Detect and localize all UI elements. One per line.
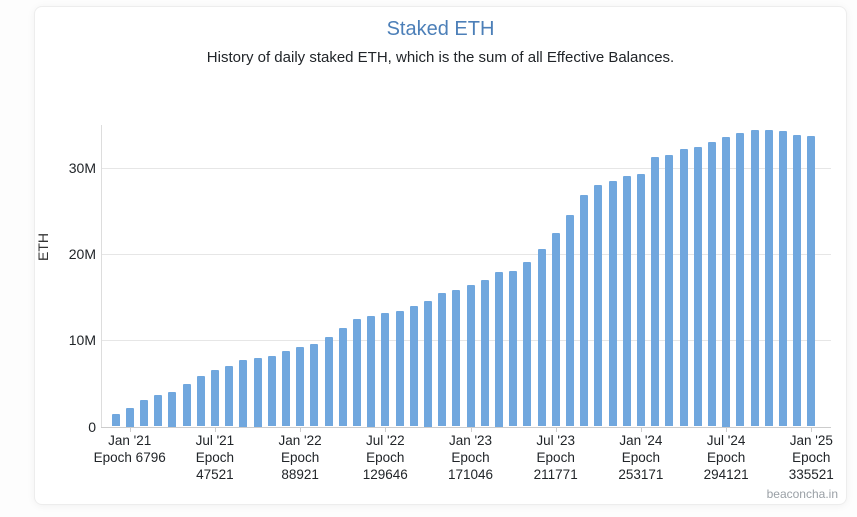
bar[interactable]: [296, 347, 305, 427]
bar[interactable]: [736, 133, 745, 427]
bar[interactable]: [693, 146, 702, 427]
bar[interactable]: [523, 261, 532, 427]
bar[interactable]: [210, 370, 219, 427]
watermark: beaconcha.in: [766, 487, 838, 501]
bar[interactable]: [594, 184, 603, 427]
chart-title: Staked ETH: [386, 18, 495, 40]
x-tick-mark: [214, 426, 216, 432]
bar[interactable]: [154, 395, 163, 427]
bar[interactable]: [580, 195, 589, 427]
bar[interactable]: [466, 285, 475, 427]
bar[interactable]: [111, 414, 120, 427]
bar[interactable]: [196, 376, 205, 427]
bar[interactable]: [537, 248, 546, 427]
bar[interactable]: [225, 366, 234, 427]
y-axis-title: ETH: [35, 233, 51, 261]
y-tick-label: 10M: [68, 332, 96, 349]
chart-subtitle: History of daily staked ETH, which is th…: [206, 49, 675, 66]
x-tick-mark: [470, 426, 472, 432]
bar[interactable]: [807, 135, 816, 427]
x-tick-mark: [385, 426, 387, 432]
bar[interactable]: [352, 318, 361, 427]
bar[interactable]: [764, 129, 773, 427]
bar[interactable]: [253, 357, 262, 427]
bar[interactable]: [494, 272, 503, 427]
bar[interactable]: [182, 384, 191, 427]
y-tick-label: 20M: [68, 245, 96, 262]
bar[interactable]: [452, 290, 461, 427]
bar[interactable]: [778, 131, 787, 427]
x-tick-label: Jan '23 Epoch 171046: [447, 433, 494, 482]
bar[interactable]: [793, 134, 802, 427]
bar[interactable]: [423, 300, 432, 427]
bar[interactable]: [551, 233, 560, 427]
bar[interactable]: [409, 305, 418, 427]
x-tick-mark: [811, 426, 813, 432]
bar[interactable]: [707, 141, 716, 427]
bar[interactable]: [281, 351, 290, 427]
bar[interactable]: [125, 407, 134, 427]
y-axis-line: [101, 125, 102, 427]
y-tick-label: 30M: [68, 159, 96, 176]
bar[interactable]: [139, 399, 148, 427]
chart-card: Staked ETH History of daily staked ETH, …: [34, 6, 847, 505]
bar[interactable]: [338, 328, 347, 427]
bar[interactable]: [367, 316, 376, 427]
x-axis-line: [101, 426, 831, 428]
bar[interactable]: [665, 154, 674, 427]
x-tick-mark: [555, 426, 557, 432]
x-tick-label: Jan '22 Epoch 88921: [278, 433, 322, 482]
bar[interactable]: [310, 343, 319, 427]
bar[interactable]: [381, 313, 390, 427]
gridline: [101, 340, 831, 342]
bar[interactable]: [679, 148, 688, 427]
x-tick-label: Jul '22 Epoch 129646: [362, 433, 408, 482]
bar[interactable]: [565, 215, 574, 427]
y-tick-label: 0: [88, 418, 96, 435]
gridline: [101, 167, 831, 169]
gridline: [101, 253, 831, 255]
x-tick-label: Jan '21 Epoch 6796: [93, 433, 166, 465]
x-tick-label: Jul '24 Epoch 294121: [703, 433, 749, 482]
x-tick-mark: [726, 426, 728, 432]
x-tick-mark: [129, 426, 131, 432]
x-tick-mark: [300, 426, 302, 432]
x-tick-mark: [640, 426, 642, 432]
bar[interactable]: [168, 392, 177, 427]
bar[interactable]: [324, 336, 333, 427]
bar[interactable]: [395, 310, 404, 427]
bar[interactable]: [608, 181, 617, 427]
bar[interactable]: [636, 173, 645, 427]
bar[interactable]: [651, 157, 660, 427]
bar[interactable]: [267, 355, 276, 427]
bar[interactable]: [239, 360, 248, 427]
bar[interactable]: [480, 279, 489, 427]
x-tick-label: Jan '24 Epoch 253171: [618, 433, 664, 482]
x-tick-label: Jul '21 Epoch 47521: [195, 433, 235, 482]
bar[interactable]: [722, 136, 731, 427]
bar[interactable]: [622, 176, 631, 427]
bar[interactable]: [438, 292, 447, 427]
x-tick-label: Jan '25 Epoch 335521: [788, 433, 834, 482]
bar[interactable]: [750, 129, 759, 427]
bar[interactable]: [509, 271, 518, 427]
x-tick-label: Jul '23 Epoch 211771: [533, 433, 578, 482]
